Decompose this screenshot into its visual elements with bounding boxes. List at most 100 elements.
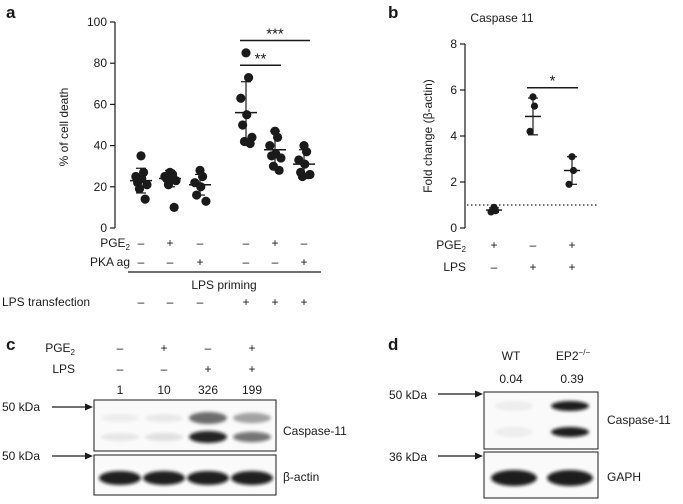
b-cond-sign: +: [568, 238, 575, 252]
c-caspase-band-upper: [233, 412, 271, 424]
c-condition-signs: – + – + – – + +: [117, 341, 256, 376]
a-data-point: [236, 93, 246, 103]
a-y-tick-label: 40: [94, 139, 108, 153]
c-blot-caspase-box: [93, 399, 277, 452]
a-data-point: [301, 147, 312, 157]
c-band-label-actin: β-actin: [283, 470, 319, 484]
a-sig-label: **: [255, 50, 267, 67]
d-quant-wt: 0.04: [499, 372, 523, 386]
d-gaph-band: [547, 470, 593, 486]
panel-letter-d: d: [388, 335, 398, 354]
a-cond-sign: –: [301, 236, 308, 250]
c-caspase-band-lower: [101, 432, 139, 442]
c-caspase-band-upper: [101, 413, 139, 423]
b-cond-sign: –: [530, 238, 537, 252]
a-cond-sign: –: [138, 255, 145, 269]
a-cond-sign: –: [167, 255, 174, 269]
d-caspase-band-upper: [551, 401, 589, 411]
c-cond-sign: –: [161, 362, 168, 376]
a-cond-sign: +: [271, 236, 278, 250]
a-data-point: [265, 141, 275, 151]
c-actin-band: [187, 471, 229, 485]
a-data-marks: [130, 48, 315, 212]
b-y-tick-label: 8: [450, 37, 457, 51]
panel-letter-b: b: [388, 3, 398, 22]
c-arrow-upper-head: [85, 403, 93, 411]
panel-letter-c: c: [6, 335, 15, 354]
a-y-tick-label: 20: [94, 180, 108, 194]
a-data-point: [201, 196, 211, 206]
c-caspase-band-lower: [145, 432, 183, 442]
d-caspase-band-lower: [551, 427, 589, 437]
a-data-point: [274, 165, 284, 175]
c-row-label-lps: LPS: [52, 362, 75, 376]
a-cond-sign: +: [300, 255, 307, 269]
a-y-axis: 0 20 40 60 80 100: [87, 15, 116, 235]
a-data-point: [243, 73, 254, 83]
a-cond-sign: –: [272, 255, 279, 269]
c-cond-sign: +: [248, 341, 255, 355]
c-quant-value: 1: [117, 383, 124, 397]
a-conditions: PGE2 PKA ag LPS priming LPS transfection…: [2, 236, 321, 309]
a-data-point: [142, 180, 152, 190]
c-quant-value: 10: [157, 383, 171, 397]
b-data-point: [529, 93, 537, 101]
b-cond-label-lps: LPS: [443, 260, 466, 274]
b-data-marks: [486, 93, 580, 216]
a-data-point: [297, 171, 308, 182]
b-cond-sign: –: [491, 260, 498, 274]
a-data-point: [163, 180, 174, 190]
a-sig-label: ***: [266, 26, 284, 43]
c-marker-lower: 50 kDa: [2, 449, 40, 463]
a-transfection-sign: –: [167, 295, 174, 309]
a-data-point: [305, 169, 315, 180]
b-cond-sign: +: [490, 238, 497, 252]
d-caspase-band-upper: [495, 401, 533, 411]
a-transfection-label: LPS transfection: [2, 295, 90, 309]
b-conditions: PGE2 LPS + – + – + +: [436, 238, 575, 274]
a-data-point: [267, 151, 277, 161]
b-y-axis-label: Fold change (β-actin): [421, 79, 435, 193]
c-caspase-band-upper: [189, 412, 227, 424]
c-caspase-band-upper: [145, 413, 183, 423]
c-actin-band: [231, 471, 273, 485]
panel-d: d WT EP2−/− 0.04 0.39 50 kDa 36 kDa Casp…: [388, 335, 671, 499]
a-y-tick-label: 100: [87, 15, 107, 29]
a-transfection-sign: +: [242, 295, 249, 309]
b-chart-title: Caspase 11: [470, 11, 533, 25]
d-marker-lower: 36 kDa: [389, 450, 427, 464]
a-cond-sign: +: [166, 236, 173, 250]
d-quant-ep2: 0.39: [560, 372, 584, 386]
b-data-point: [526, 127, 534, 135]
a-data-point: [196, 182, 206, 192]
a-transfection-sign: –: [138, 295, 145, 309]
d-arrow-lower-head: [475, 452, 483, 460]
a-transfection-sign: +: [300, 295, 307, 309]
a-y-tick-label: 0: [100, 221, 107, 235]
d-col-label-ep2: EP2−/−: [556, 348, 591, 363]
a-transfection-sign: +: [271, 295, 278, 309]
c-quant-value: 326: [198, 383, 218, 397]
b-cond-sign: +: [529, 260, 536, 274]
a-cond-label-pge2: PGE2: [100, 236, 130, 252]
a-data-point: [276, 153, 286, 163]
a-data-point: [238, 120, 248, 130]
a-cond-sign: –: [138, 236, 145, 250]
a-cond-sign: –: [243, 255, 250, 269]
b-sig-label: *: [550, 73, 556, 90]
b-cond-label-pge2: PGE2: [436, 238, 466, 254]
a-data-point: [242, 110, 252, 120]
c-cond-sign: –: [117, 362, 124, 376]
c-cond-sign: –: [117, 341, 124, 355]
c-bands: [99, 412, 273, 485]
c-row-label-pge2: PGE2: [45, 341, 75, 357]
panel-letter-a: a: [6, 3, 16, 22]
d-arrow-upper-head: [475, 390, 483, 398]
a-data-point: [241, 48, 251, 58]
c-marker-upper: 50 kDa: [2, 400, 40, 414]
c-caspase-band-lower: [189, 431, 227, 443]
a-data-point: [136, 151, 146, 161]
d-band-label-gaph: GAPH: [607, 470, 641, 484]
